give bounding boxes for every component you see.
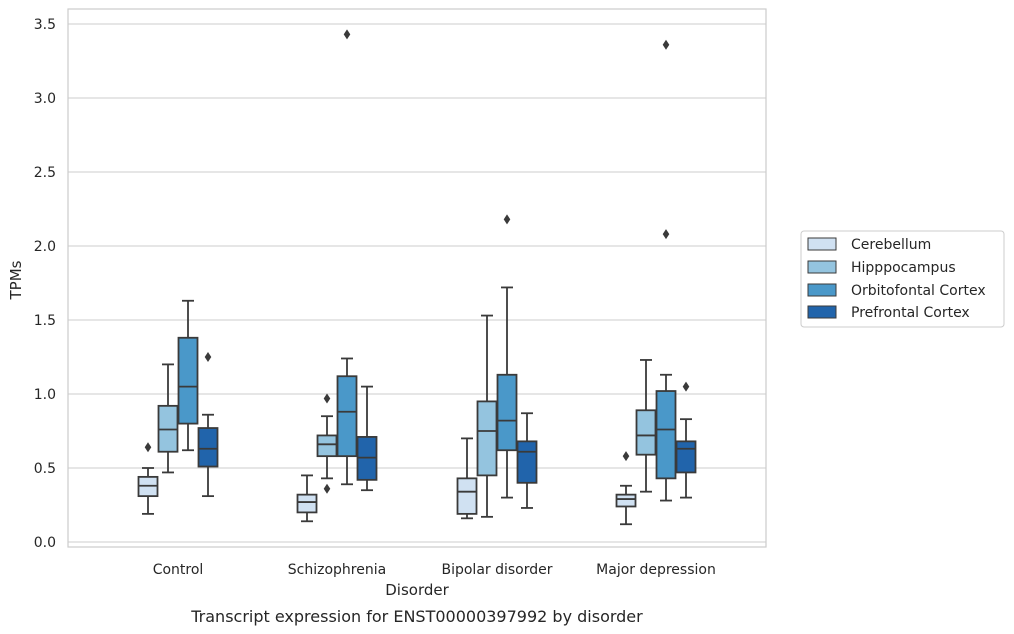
legend-label: Cerebellum	[851, 237, 931, 253]
iqr-box	[655, 390, 677, 480]
box-cerebellum-0	[137, 442, 159, 515]
y-tick-label: 1.0	[34, 387, 56, 403]
legend-label: Prefrontal Cortex	[851, 305, 970, 321]
legend-swatch	[807, 260, 837, 274]
box-hipppocampus-1	[316, 393, 338, 494]
iqr-box	[316, 434, 338, 458]
iqr-box	[635, 409, 657, 456]
box-cerebellum-2	[456, 437, 478, 520]
x-tick-label: Bipolar disorder	[441, 562, 552, 578]
x-axis-label: Disorder	[385, 581, 449, 599]
iqr-box	[516, 440, 538, 484]
legend-label: Hipppocampus	[851, 260, 956, 276]
plot-area-frame	[67, 8, 767, 548]
box-cerebellum-1	[296, 474, 318, 523]
outlier-point	[503, 214, 511, 225]
outlier-point	[204, 352, 212, 362]
box-prefrontal-cortex-3	[675, 381, 697, 499]
outlier-point	[343, 29, 351, 40]
iqr-box	[336, 375, 358, 458]
legend-swatch	[807, 237, 837, 251]
iqr-box	[615, 493, 637, 508]
box-prefrontal-cortex-0	[197, 352, 219, 498]
box-hipppocampus-0	[157, 363, 179, 474]
box-orbitofontal-cortex-0	[177, 299, 199, 452]
legend-item: Hipppocampus	[807, 260, 956, 276]
box-orbitofontal-cortex-2	[496, 214, 518, 499]
legend-swatch	[807, 283, 837, 297]
y-tick-label: 1.5	[34, 313, 56, 329]
legend-label: Orbitofontal Cortex	[851, 283, 986, 299]
boxes-layer	[137, 29, 697, 526]
iqr-box	[197, 427, 219, 468]
legend-swatch	[807, 305, 837, 319]
y-tick-label: 2.0	[34, 239, 56, 255]
iqr-box	[456, 477, 478, 515]
x-tick-label: Schizophrenia	[288, 562, 386, 578]
legend-item: Prefrontal Cortex	[807, 305, 970, 321]
box-orbitofontal-cortex-1	[336, 29, 358, 486]
legend: Cerebellum Hipppocampus Orbitofontal Corte…	[800, 230, 1005, 328]
x-tick-label: Control	[153, 562, 204, 578]
outlier-point	[682, 381, 690, 392]
legend-item: Orbitofontal Cortex	[807, 283, 986, 299]
legend-items: Cerebellum Hipppocampus Orbitofontal Corte…	[807, 237, 986, 321]
box-prefrontal-cortex-1	[356, 385, 378, 492]
y-tick-label: 0.0	[34, 535, 56, 551]
y-tick-labels: 0.0 0.5 1.0 1.5 2.0 2.5 3.0 3.5	[34, 17, 56, 551]
y-tick-label: 3.5	[34, 17, 56, 33]
y-tick-label: 0.5	[34, 461, 56, 477]
outlier-point	[144, 442, 152, 453]
box-prefrontal-cortex-2	[516, 412, 538, 509]
box-orbitofontal-cortex-3	[655, 39, 677, 502]
iqr-box	[476, 400, 498, 477]
iqr-box	[675, 440, 697, 474]
iqr-box	[496, 373, 518, 452]
outlier-point	[662, 39, 670, 50]
box-hipppocampus-3	[635, 359, 657, 493]
y-tick-label: 2.5	[34, 165, 56, 181]
box-hipppocampus-2	[476, 314, 498, 518]
outlier-point	[323, 393, 331, 404]
outlier-point	[622, 451, 630, 462]
y-tick-label: 3.0	[34, 91, 56, 107]
legend-frame	[800, 230, 1005, 328]
y-axis-label: TPMs	[7, 260, 25, 300]
outlier-point	[323, 483, 331, 494]
outlier-point	[662, 229, 670, 240]
box-cerebellum-3	[615, 451, 637, 526]
x-tick-label: Major depression	[596, 562, 716, 578]
chart-caption: Transcript expression for ENST0000039799…	[190, 607, 643, 626]
legend-item: Cerebellum	[807, 237, 931, 253]
iqr-box	[177, 336, 199, 425]
x-tick-labels: Control Schizophrenia Bipolar disorder Majo…	[153, 562, 716, 578]
iqr-box	[296, 493, 318, 514]
